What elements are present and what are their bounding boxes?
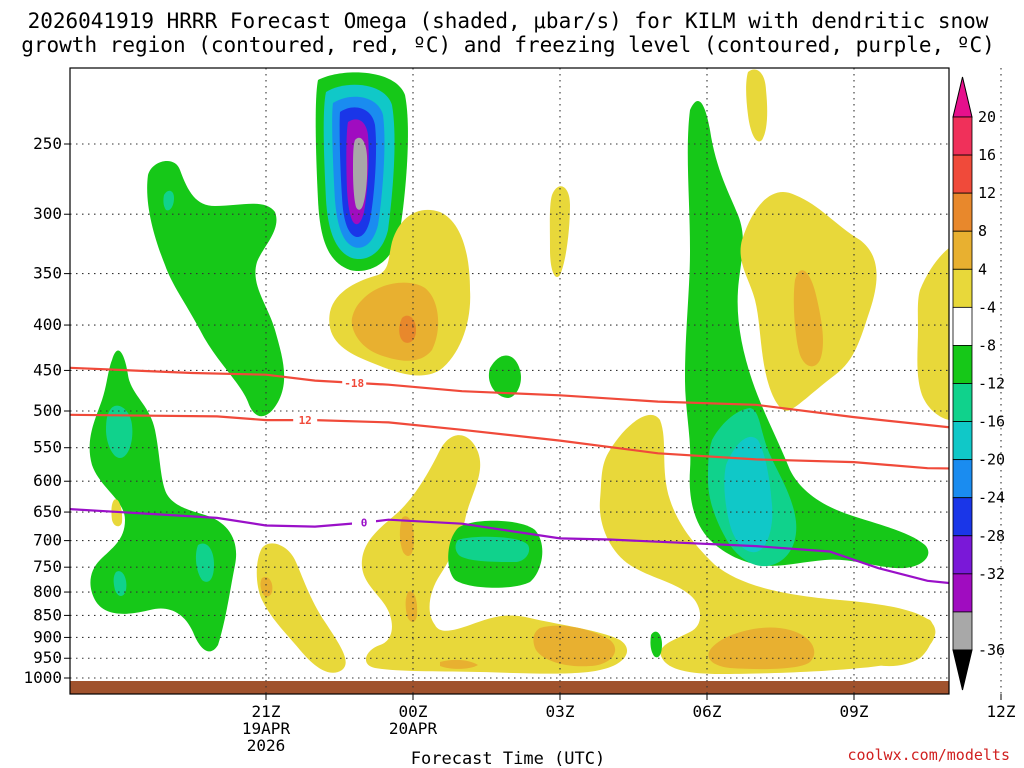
colorbar-segment-1	[952, 154, 973, 194]
colorbar-segment-12	[952, 573, 973, 613]
contour-label-freezing-level: 0	[361, 517, 368, 530]
colorbar-segment-11	[952, 535, 973, 575]
y-tick-label-600: 600	[33, 471, 62, 490]
x-tick-label-0-2: 2026	[247, 736, 286, 755]
colorbar-segment-8	[952, 421, 973, 461]
contour-freezing-level	[70, 508, 949, 585]
x-tick-label-5-0: 12Z	[987, 702, 1016, 721]
shaded-region-upper-sink-cell	[315, 72, 408, 272]
chart-title-line2: growth region (contoured, red, ºC) and f…	[21, 33, 995, 57]
y-tick-label-900: 900	[33, 627, 62, 646]
y-tick-label-550: 550	[33, 438, 62, 457]
y-tick-label-450: 450	[33, 360, 62, 379]
colorbar-label-12: -32	[978, 565, 1005, 583]
colorbar-label-3: 8	[978, 222, 987, 240]
y-tick-label-950: 950	[33, 648, 62, 667]
y-axis: 250 300 350 400 450 500 550 600 650 700 750 800 850 9…	[23, 134, 70, 687]
colorbar-label-11: -28	[978, 527, 1005, 545]
colorbar-label-8: -16	[978, 413, 1005, 431]
contour-lines	[70, 366, 949, 585]
colorbar-label-4: 4	[978, 260, 987, 278]
colorbar-label-7: -12	[978, 375, 1005, 393]
x-tick-label-0-0: 21Z	[252, 702, 281, 721]
shaded-region-upper-right-rise	[740, 69, 949, 420]
x-tick-label-4-0: 09Z	[840, 702, 869, 721]
ground-strip	[70, 681, 949, 694]
contour-dgz-minus12	[70, 413, 949, 470]
contour-label-bg-dgz-minus12	[293, 413, 318, 427]
colorbar-top-cap	[952, 76, 973, 118]
colorbar-label-2: 12	[978, 184, 996, 202]
y-tick-label-400: 400	[33, 315, 62, 334]
colorbar-label-9: -20	[978, 451, 1005, 469]
y-tick-label-250: 250	[33, 134, 62, 153]
colorbar-segment-7	[952, 383, 973, 422]
y-tick-label-1000: 1000	[23, 668, 62, 687]
colorbar-segment-10	[952, 497, 973, 537]
omega-shading	[70, 69, 949, 694]
y-tick-label-850: 850	[33, 605, 62, 624]
contour-dgz-minus18	[70, 366, 949, 429]
colorbar-label-5: -4	[978, 298, 996, 316]
colorbar-segment-9	[952, 459, 973, 499]
colorbar-bottom-cap	[952, 649, 973, 691]
shaded-region-left-sink-band	[147, 160, 285, 417]
x-tick-label-3-0: 06Z	[693, 702, 722, 721]
colorbar-label-6: -8	[978, 336, 996, 354]
shaded-region-lower-left-sink	[89, 350, 237, 652]
shaded-region-central-rise	[361, 435, 628, 674]
chart-title-line1: 2026041919 HRRR Forecast Omega (shaded, …	[28, 9, 989, 33]
y-tick-label-750: 750	[33, 557, 62, 576]
colorbar: 20 16 12 8 4 -4 -8 -12 -16 -20 -24 -28 -32 -36	[952, 76, 1005, 691]
colorbar-segment-13	[952, 611, 973, 651]
colorbar-segment-3	[952, 230, 973, 270]
x-axis-label: Forecast Time (UTC)	[411, 749, 605, 768]
shaded-region-upper-rise-small	[549, 186, 570, 278]
x-tick-label-1-0: 00Z	[399, 702, 428, 721]
contour-label-bg-freezing-level	[352, 515, 376, 529]
colorbar-label-13: -36	[978, 641, 1005, 659]
y-tick-label-800: 800	[33, 582, 62, 601]
y-tick-label-350: 350	[33, 264, 62, 283]
colorbar-label-0: 20	[978, 108, 996, 126]
y-tick-label-650: 650	[33, 502, 62, 521]
y-tick-label-300: 300	[33, 204, 62, 223]
colorbar-segment-0	[952, 116, 973, 156]
y-tick-label-500: 500	[33, 401, 62, 420]
plot-frame	[69, 67, 950, 695]
colorbar-segment-4	[952, 268, 973, 308]
x-tick-label-2-0: 03Z	[546, 702, 575, 721]
shaded-region-right-center-rise	[599, 414, 936, 674]
colorbar-segment-2	[952, 192, 973, 232]
x-tick-label-1-1: 20APR	[389, 719, 438, 738]
contour-label-dgz-minus12: 12	[299, 414, 312, 427]
contour-label-bg-dgz-minus18	[342, 375, 367, 389]
shaded-region-small-sink	[488, 355, 521, 398]
y-tick-label-700: 700	[33, 531, 62, 550]
colorbar-segment-6	[952, 345, 973, 384]
contour-labels: -18 12 0	[293, 375, 376, 530]
contour-label-dgz-minus18: -18	[344, 377, 364, 390]
credit-text: coolwx.com/modelts	[847, 746, 1010, 764]
shaded-region-mid-sink-cell	[448, 520, 543, 588]
colorbar-segment-5	[952, 306, 973, 346]
colorbar-label-1: 16	[978, 146, 996, 164]
shaded-region-rise-cell-400	[329, 209, 471, 376]
shaded-region-lower-right-rise	[855, 615, 934, 667]
colorbar-label-10: -24	[978, 489, 1005, 507]
x-tick-label-0-1: 19APR	[242, 719, 291, 738]
